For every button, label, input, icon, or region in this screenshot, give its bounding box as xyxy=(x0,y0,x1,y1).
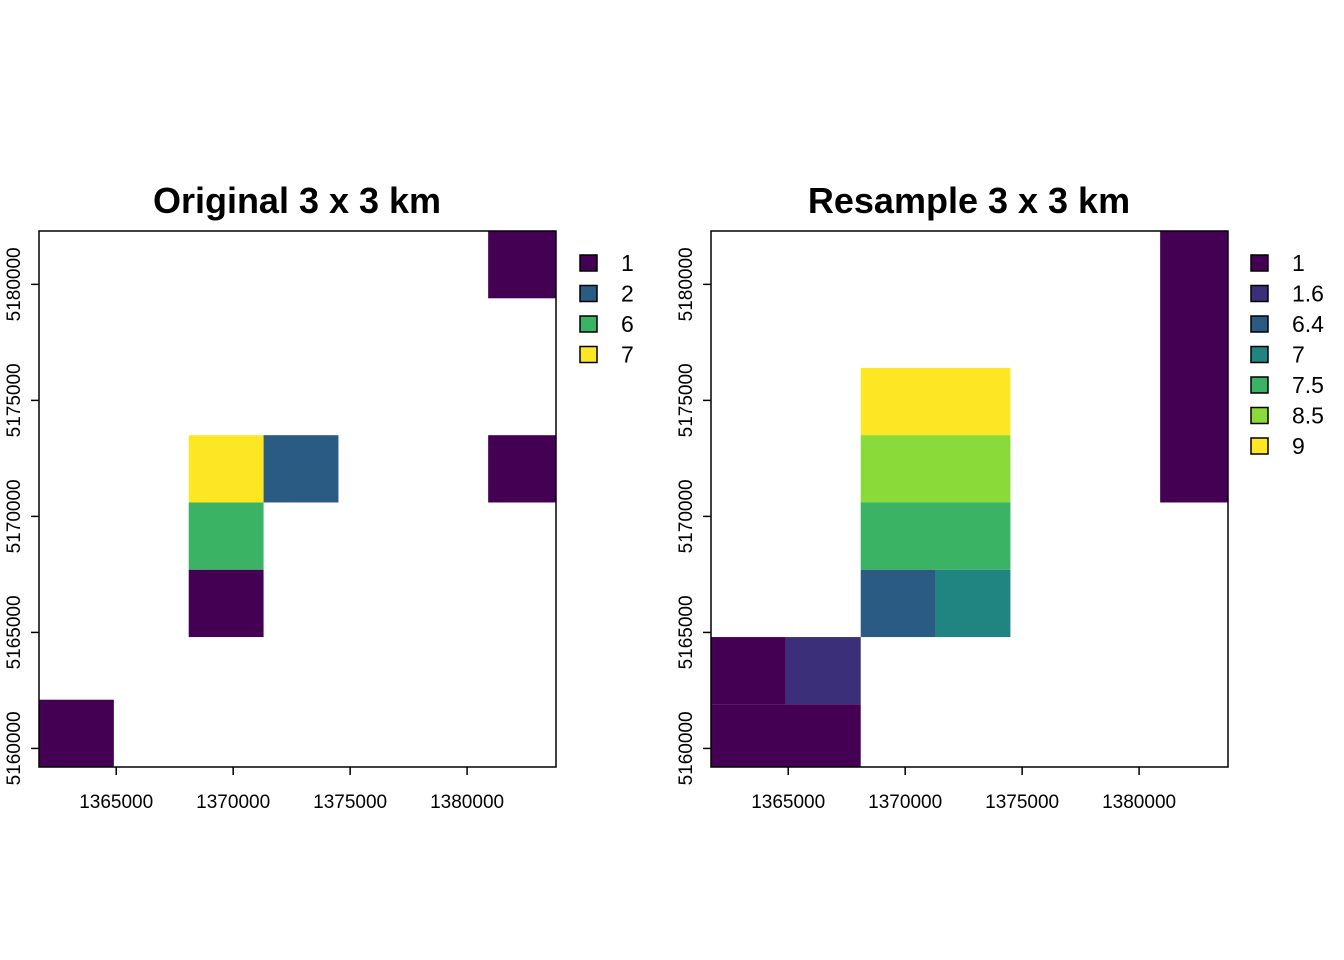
chart-title: Original 3 x 3 km xyxy=(153,180,441,221)
raster-cell xyxy=(39,699,114,767)
legend-label: 8.5 xyxy=(1292,403,1324,429)
legend-swatch xyxy=(579,284,598,303)
legend-swatch xyxy=(1250,254,1269,272)
raster-cell xyxy=(1160,231,1228,503)
legend-label: 9 xyxy=(1292,433,1305,459)
x-tick-label: 1370000 xyxy=(868,792,942,813)
legend-swatch xyxy=(1250,315,1269,333)
legend-label: 6 xyxy=(621,311,634,337)
y-tick-label: 5170000 xyxy=(4,479,25,553)
y-tick-label: 5165000 xyxy=(4,595,25,669)
y-tick-label: 5175000 xyxy=(4,363,25,437)
legend-label: 1 xyxy=(621,250,634,276)
y-tick-label: 5180000 xyxy=(676,247,697,321)
legend-swatch xyxy=(1250,284,1269,303)
legend-label: 1.6 xyxy=(1292,281,1324,307)
plot-frame xyxy=(710,230,1229,768)
panel-resample: Resample 3 x 3 km 1365000 1370000 1375000 1… xyxy=(676,180,1324,813)
y-tick-label: 5170000 xyxy=(676,479,697,553)
raster-cell xyxy=(860,502,1011,570)
x-tick-label: 1375000 xyxy=(313,792,387,813)
y-tick-label: 5180000 xyxy=(4,247,25,321)
legend-swatch xyxy=(1250,406,1269,425)
raster-cell xyxy=(711,637,786,705)
x-tick-label: 1365000 xyxy=(79,792,153,813)
legend-label: 7 xyxy=(621,342,634,368)
plot-frame xyxy=(38,230,557,768)
x-tick-label: 1380000 xyxy=(1102,792,1176,813)
raster-cell xyxy=(785,637,861,705)
legend-swatch xyxy=(1250,345,1269,364)
legend-label: 1 xyxy=(1292,250,1305,276)
raster-cell xyxy=(488,435,556,503)
raster-cell xyxy=(860,569,936,638)
raster-cell xyxy=(488,231,556,299)
x-tick-label: 1380000 xyxy=(430,792,504,813)
legend-swatch xyxy=(579,254,598,272)
x-tick-label: 1375000 xyxy=(985,792,1059,813)
raster-cell xyxy=(188,569,264,638)
chart-title: Resample 3 x 3 km xyxy=(808,180,1130,221)
legend-label: 2 xyxy=(621,281,634,307)
legend-swatch xyxy=(1250,376,1269,394)
raster-cell xyxy=(263,435,339,503)
legend-swatch xyxy=(1250,437,1269,455)
legend-swatch xyxy=(579,345,598,364)
y-tick-label: 5165000 xyxy=(676,595,697,669)
x-tick-label: 1365000 xyxy=(751,792,825,813)
raster-cell xyxy=(935,569,1011,638)
raster-cell xyxy=(188,435,264,503)
raster-cell xyxy=(860,435,1011,503)
y-tick-label: 5175000 xyxy=(676,363,697,437)
raster-cell xyxy=(188,502,264,570)
y-tick-label: 5160000 xyxy=(4,711,25,785)
legend-label: 7 xyxy=(1292,342,1305,368)
legend-label: 6.4 xyxy=(1292,311,1324,337)
y-tick-label: 5160000 xyxy=(676,711,697,785)
legend-label: 7.5 xyxy=(1292,372,1324,398)
legend-swatch xyxy=(579,315,598,333)
x-tick-label: 1370000 xyxy=(196,792,270,813)
panel-original: Original 3 x 3 km 1365000 1370000 1375000 1… xyxy=(4,180,634,813)
raster-cell xyxy=(860,367,1011,436)
raster-cell xyxy=(711,704,861,767)
